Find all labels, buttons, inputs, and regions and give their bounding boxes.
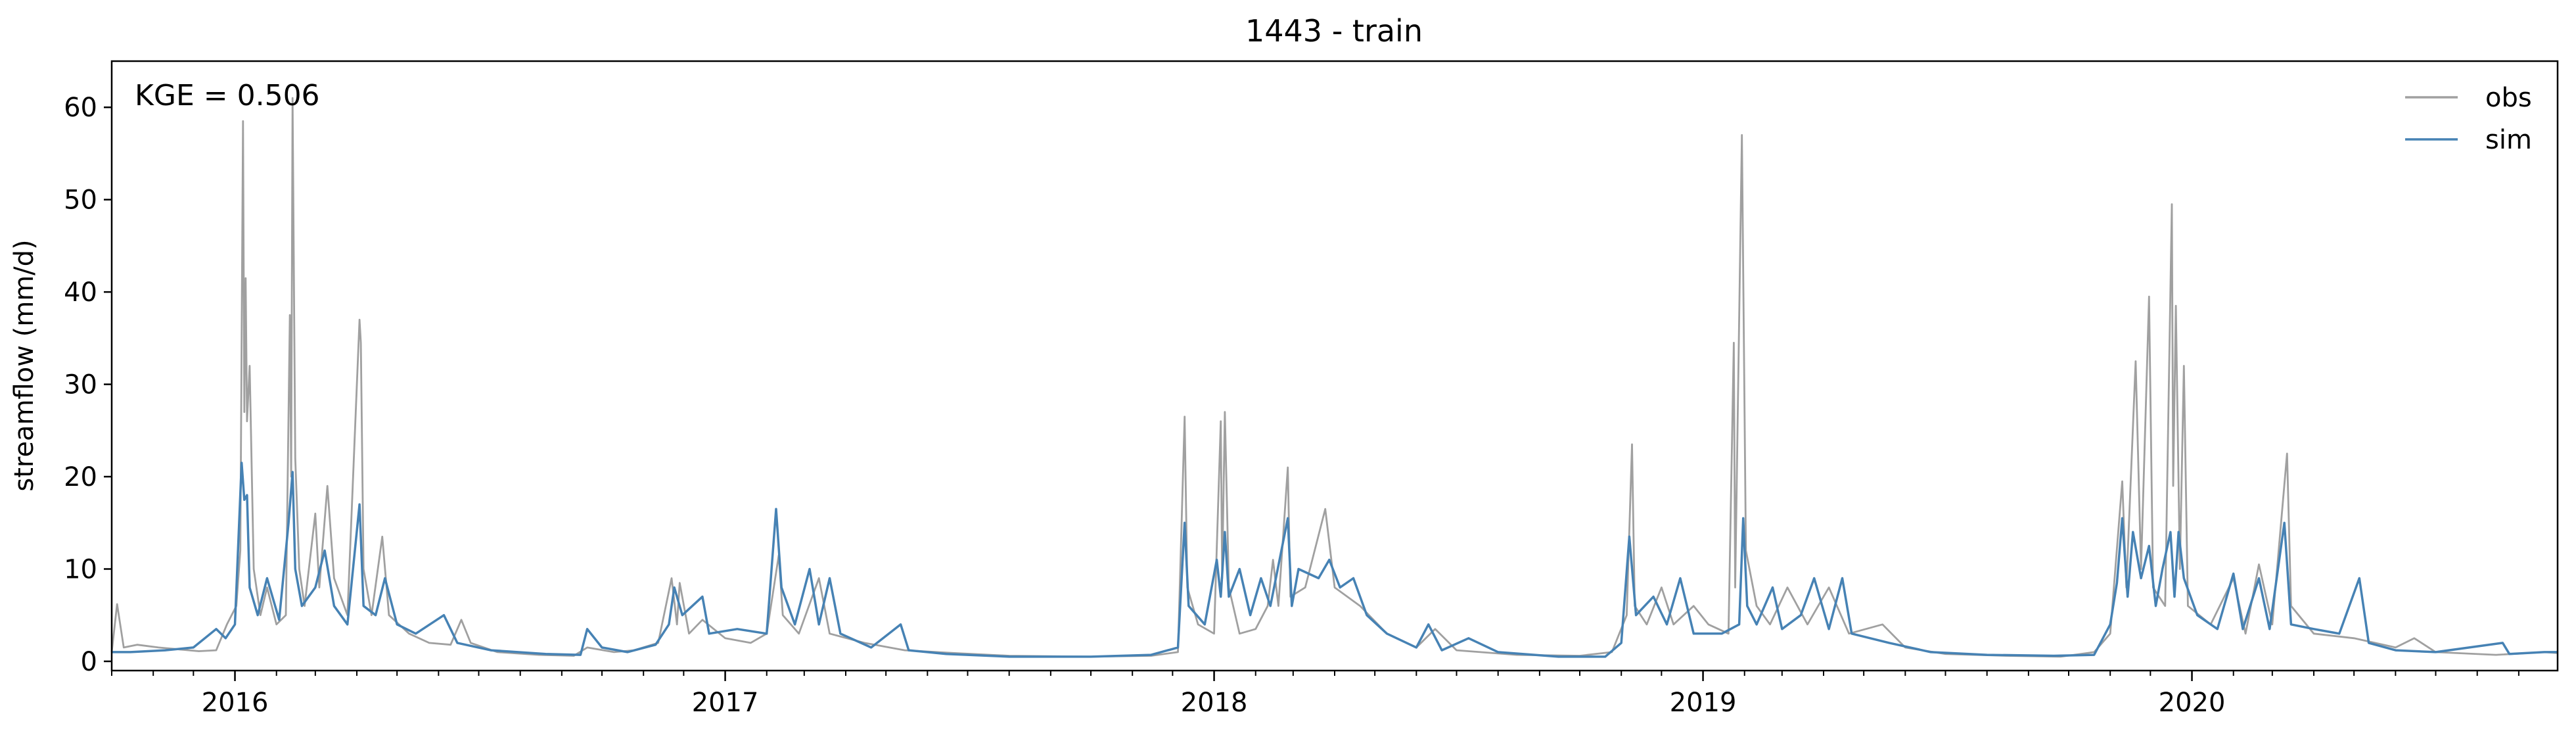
legend-sim-label: sim — [2485, 125, 2532, 155]
y-tick-label: 60 — [64, 93, 97, 123]
x-tick-label: 2020 — [2159, 688, 2226, 718]
y-tick-label: 30 — [64, 370, 97, 400]
x-tick-label: 2018 — [1181, 688, 1248, 718]
series-line-sim — [112, 462, 2558, 658]
y-tick-label: 40 — [64, 277, 97, 308]
legend-obs-label: obs — [2485, 83, 2532, 113]
x-tick-label: 2017 — [692, 688, 759, 718]
legend: obs sim — [2405, 83, 2532, 155]
y-axis-label: streamflow (mm/d) — [9, 239, 39, 491]
ticks-layer: 0 10 20 30 40 50 60 2016 2017 2018 2019 2020 — [64, 93, 2519, 718]
series-layer — [110, 97, 2558, 658]
chart-title: 1443 - train — [1245, 13, 1423, 49]
y-tick-label: 50 — [64, 185, 97, 216]
y-tick-label: 20 — [64, 462, 97, 492]
axes-frame — [110, 60, 2559, 672]
series-line-obs — [110, 97, 2558, 658]
x-tick-label: 2019 — [1670, 688, 1737, 718]
kge-annotation: KGE = 0.506 — [135, 79, 320, 112]
y-tick-label: 10 — [64, 555, 97, 585]
y-tick-label: 0 — [81, 647, 97, 677]
x-tick-label: 2016 — [202, 688, 269, 718]
